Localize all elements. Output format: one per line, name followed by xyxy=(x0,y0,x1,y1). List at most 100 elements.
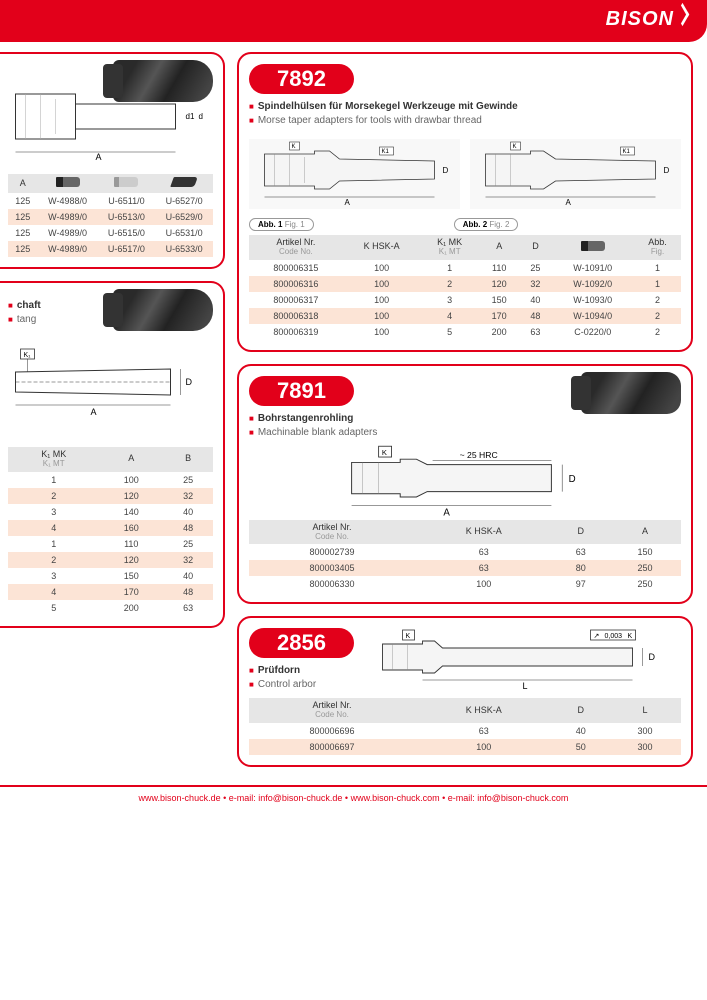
table-cell: 300 xyxy=(609,723,681,739)
table-cell: 100 xyxy=(343,308,421,324)
table-cell: 2 xyxy=(634,308,681,324)
col-A: A xyxy=(99,447,163,472)
table-cell: 125 xyxy=(8,209,38,225)
col-hsk: K HSK-A xyxy=(343,235,421,260)
title-en: Morse taper adapters for tools with draw… xyxy=(258,115,482,126)
col-D: D xyxy=(553,520,609,545)
table-cell: 120 xyxy=(99,552,163,568)
product-image xyxy=(113,289,213,331)
table-cell: 300 xyxy=(609,739,681,755)
svg-text:D: D xyxy=(443,166,449,175)
table-cell: 3 xyxy=(8,568,99,584)
table-row: 416048 xyxy=(8,520,213,536)
table-row: 125W-4988/0U-6511/0U-6527/0 xyxy=(8,193,213,209)
svg-text:D: D xyxy=(648,652,655,662)
svg-text:A: A xyxy=(91,407,97,417)
table-row: 417048 xyxy=(8,584,213,600)
diagram-fig1: K K1 A D xyxy=(249,139,460,209)
col-screw-icon xyxy=(551,235,634,260)
section-titles: ■Bohrstangenrohling ■Machinable blank ad… xyxy=(249,412,681,440)
table-cell: W-1092/0 xyxy=(551,276,634,292)
table-row: 110025 xyxy=(8,472,213,488)
table-cell: 40 xyxy=(163,568,213,584)
col-A: A xyxy=(609,520,681,545)
screw-icon xyxy=(581,241,605,251)
pin-icon xyxy=(114,177,138,187)
svg-text:L: L xyxy=(522,681,527,691)
table-cell: U-6517/0 xyxy=(98,241,156,257)
title-de: Bohrstangenrohling xyxy=(258,413,354,424)
svg-text:K1: K1 xyxy=(382,149,390,155)
product-code-badge: 7891 xyxy=(249,376,354,406)
table-cell: 250 xyxy=(609,560,681,576)
table-cell: U-6533/0 xyxy=(155,241,213,257)
table-row: 125W-4989/0U-6515/0U-6531/0 xyxy=(8,225,213,241)
page-header: BISON xyxy=(0,0,707,42)
title-en: Machinable blank adapters xyxy=(258,427,378,438)
table-cell: 63 xyxy=(163,600,213,616)
table-cell: 40 xyxy=(520,292,552,308)
product-code-badge: 2856 xyxy=(249,628,354,658)
table-cell: 2 xyxy=(634,292,681,308)
table-cell: U-6531/0 xyxy=(155,225,213,241)
svg-text:K: K xyxy=(513,144,517,150)
table-cell: 100 xyxy=(343,324,421,340)
table-cell: 2 xyxy=(8,552,99,568)
page-footer: www.bison-chuck.de • e-mail: info@bison-… xyxy=(0,785,707,809)
table-row: 314040 xyxy=(8,504,213,520)
table-cell: 800002739 xyxy=(249,544,415,560)
table-cell: 32 xyxy=(520,276,552,292)
spec-table-left-top: A 125W-4988/0U-6511/0U-6527/0125W-4989/0… xyxy=(8,174,213,257)
card-left-top: A d1 d A 125W-4988/0U-6511/0U-6527/0125W… xyxy=(0,52,225,269)
technical-diagram: K₁ A D xyxy=(8,337,213,437)
table-cell: 32 xyxy=(163,552,213,568)
svg-text:D: D xyxy=(569,474,576,485)
title-en: Control arbor xyxy=(258,679,316,690)
table-cell: W-4989/0 xyxy=(38,209,98,225)
card-7891: 7891 ■Bohrstangenrohling ■Machinable bla… xyxy=(237,364,693,605)
table-cell: 1 xyxy=(420,260,478,276)
technical-diagram: K ~ 25 HRC A D xyxy=(249,446,681,516)
title-de: Prüfdorn xyxy=(258,665,300,676)
table-cell: 140 xyxy=(99,504,163,520)
col-A: A xyxy=(479,235,520,260)
brand-logo: BISON xyxy=(606,8,689,31)
left-column: A d1 d A 125W-4988/0U-6511/0U-6527/0125W… xyxy=(0,52,225,767)
table-cell: W-1094/0 xyxy=(551,308,634,324)
table-cell: 100 xyxy=(343,260,421,276)
col-key-icon xyxy=(155,174,213,193)
product-code-badge: 7892 xyxy=(249,64,354,94)
table-cell: 150 xyxy=(609,544,681,560)
right-column: 7892 ■Spindelhülsen für Morsekegel Werkz… xyxy=(237,52,693,767)
table-row: 800006315100111025W-1091/01 xyxy=(249,260,681,276)
table-cell: 48 xyxy=(520,308,552,324)
table-cell: 63 xyxy=(415,560,553,576)
svg-text:D: D xyxy=(186,377,193,387)
svg-text:K: K xyxy=(405,633,410,640)
col-k1mk: K₁ MKK₁ MT xyxy=(420,235,478,260)
table-cell: 1 xyxy=(634,260,681,276)
col-D: D xyxy=(520,235,552,260)
card-7892: 7892 ■Spindelhülsen für Morsekegel Werkz… xyxy=(237,52,693,352)
table-cell: 125 xyxy=(8,241,38,257)
title-de: Spindelhülsen für Morsekegel Werkzeuge m… xyxy=(258,101,518,112)
table-cell: 63 xyxy=(520,324,552,340)
fig1-label: Abb. 1 Fig. 1 xyxy=(249,218,314,231)
table-cell: U-6511/0 xyxy=(98,193,156,209)
svg-text:0,003: 0,003 xyxy=(604,633,622,640)
title-en: tang xyxy=(17,314,36,325)
table-cell: 100 xyxy=(99,472,163,488)
svg-text:K: K xyxy=(382,448,387,457)
table-cell: 50 xyxy=(553,739,609,755)
screw-icon xyxy=(56,177,80,187)
table-cell: 2 xyxy=(420,276,478,292)
table-cell: 25 xyxy=(520,260,552,276)
table-row: 8000027396363150 xyxy=(249,544,681,560)
table-cell: W-1093/0 xyxy=(551,292,634,308)
table-row: 315040 xyxy=(8,568,213,584)
table-cell: 48 xyxy=(163,520,213,536)
table-cell: 800006316 xyxy=(249,276,343,292)
table-row: 80000669710050300 xyxy=(249,739,681,755)
col-L: L xyxy=(609,698,681,723)
table-cell: W-1091/0 xyxy=(551,260,634,276)
